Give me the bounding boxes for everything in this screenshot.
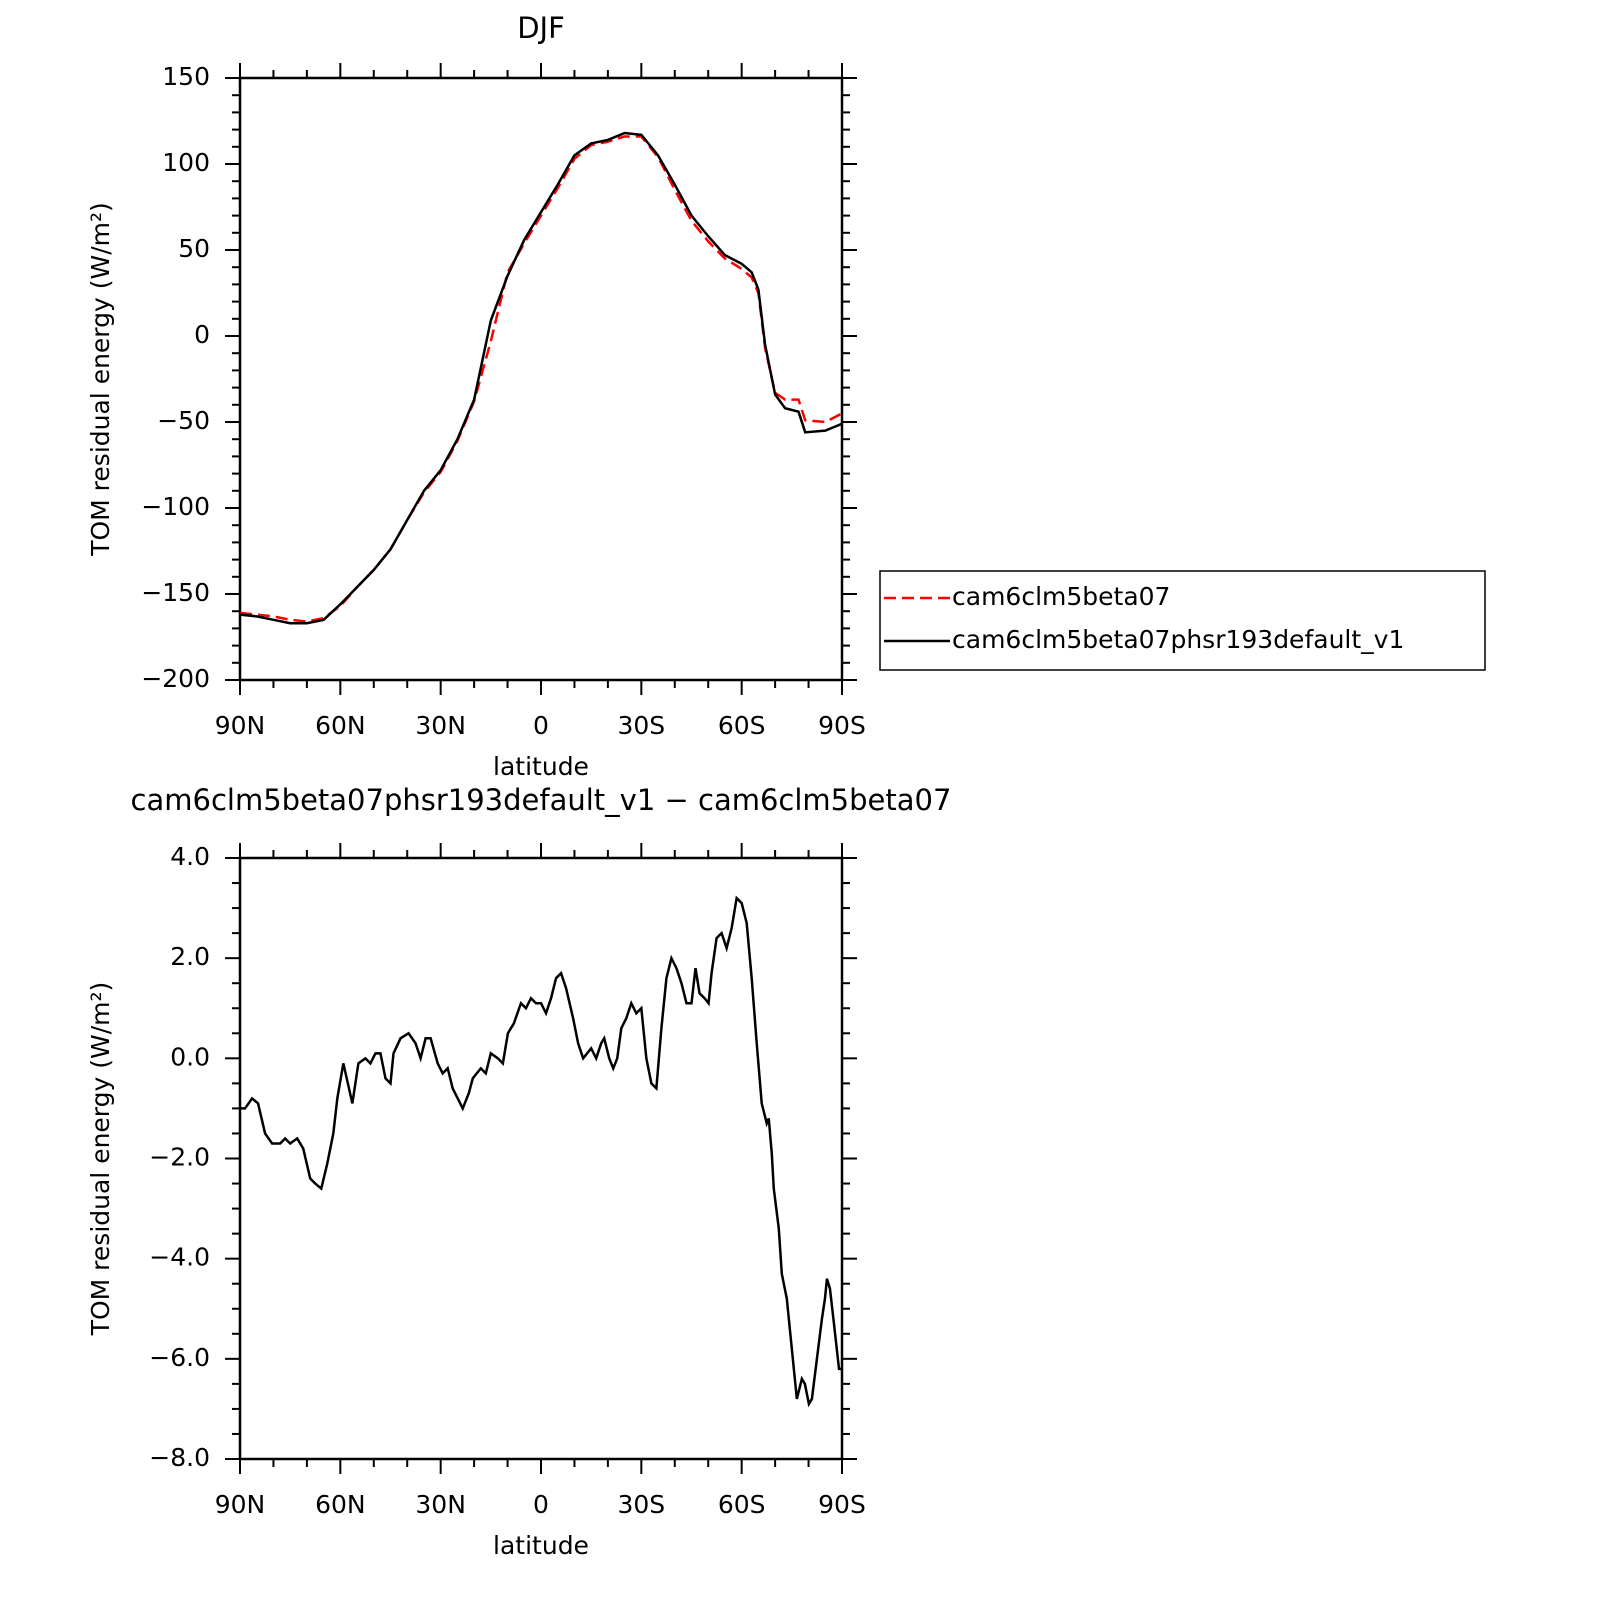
x-tick-label: 60S [718,711,766,740]
x-tick-label: 90N [215,1490,266,1519]
plot-frame [238,76,844,682]
y-tick-label: 0 [194,320,210,349]
x-tick-label: 90S [818,1490,866,1519]
y-tick-label: −4.0 [149,1243,210,1272]
x-tick-label: 30S [617,711,665,740]
x-tick-label: 0 [533,1490,549,1519]
x-tick-label: 60N [315,1490,366,1519]
x-axis-label: latitude [493,1531,589,1560]
legend-label: cam6clm5beta07 [952,582,1170,611]
legend-label: cam6clm5beta07phsr193default_v1 [952,625,1404,654]
y-tick-label: 2.0 [170,942,210,971]
plot-frame [238,856,844,1461]
y-tick-label: 0.0 [170,1042,210,1071]
x-tick-label: 90N [215,711,266,740]
y-tick-label: 100 [162,148,210,177]
x-axis-label: latitude [493,752,589,781]
line-series [239,135,843,623]
y-tick-label: −6.0 [149,1343,210,1372]
x-tick-label: 60N [315,711,366,740]
y-tick-label: −50 [157,406,210,435]
chart-title: DJF [517,11,565,45]
line-series [240,895,842,1408]
x-tick-label: 30N [415,711,466,740]
y-tick-label: 50 [178,234,210,263]
y-tick-label: −8.0 [149,1443,210,1472]
chart-title: cam6clm5beta07phsr193default_v1 − cam6cl… [131,783,952,817]
y-tick-label: −100 [141,492,210,521]
y-tick-label: −200 [141,664,210,693]
x-tick-label: 0 [533,711,549,740]
y-axis-label: TOM residual energy (W/m²) [86,982,115,1337]
x-tick-label: 90S [818,711,866,740]
x-tick-label: 60S [718,1490,766,1519]
y-axis-label: TOM residual energy (W/m²) [86,202,115,557]
x-tick-label: 30N [415,1490,466,1519]
y-tick-label: 150 [162,62,210,91]
line-series [239,131,843,625]
legend-box [879,570,1486,671]
y-tick-label: −2.0 [149,1143,210,1172]
y-tick-label: 4.0 [170,842,210,871]
y-tick-label: −150 [141,578,210,607]
x-tick-label: 30S [617,1490,665,1519]
